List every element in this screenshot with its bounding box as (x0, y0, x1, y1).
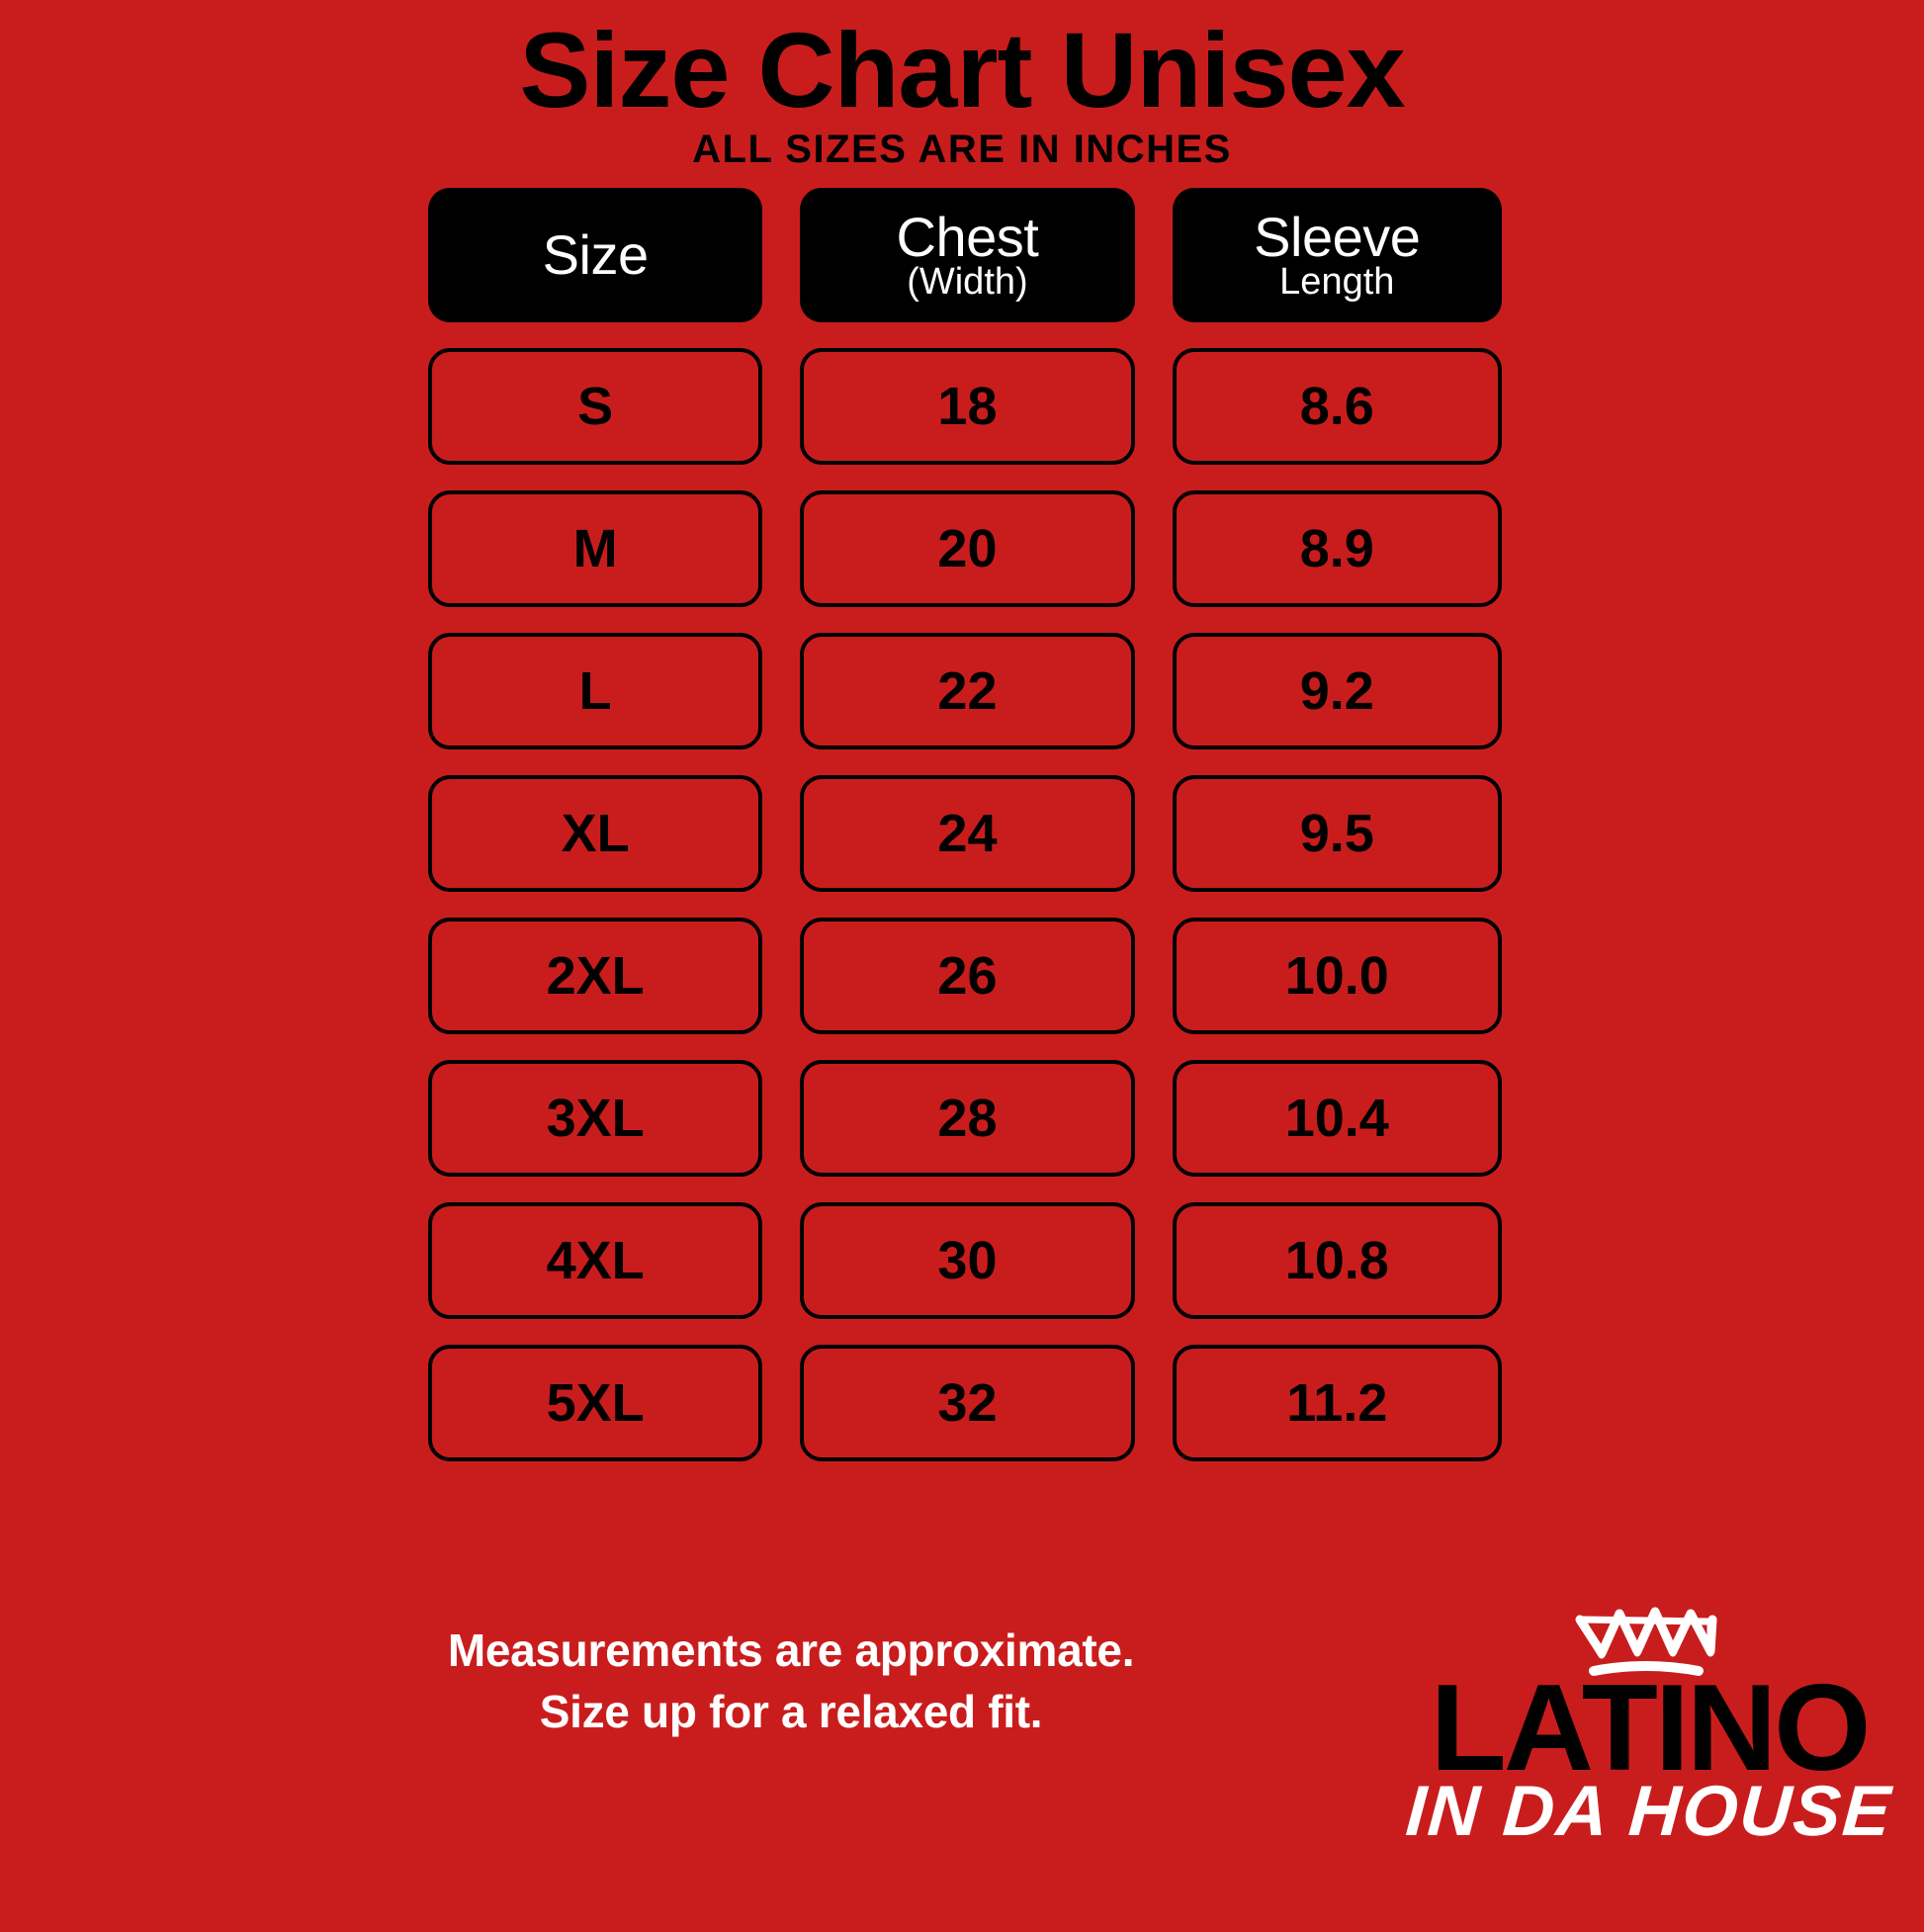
cell-size: 3XL (428, 1060, 763, 1177)
cell-size: XL (428, 775, 763, 892)
table-row: 5XL 32 11.2 (428, 1345, 1502, 1461)
cell-chest: 26 (800, 918, 1135, 1034)
column-header-sleeve-label: Sleeve (1254, 205, 1421, 268)
cell-size: M (428, 490, 763, 607)
logo-brand-text: LATINO (1430, 1660, 1872, 1797)
cell-chest: 28 (800, 1060, 1135, 1177)
brand-logo: LATINO IN DA HOUSE (1392, 1606, 1906, 1922)
cell-sleeve: 8.6 (1172, 348, 1502, 465)
cell-sleeve: 10.4 (1172, 1060, 1502, 1177)
page-subtitle: ALL SIZES ARE IN INCHES (692, 128, 1232, 172)
cell-size: S (428, 348, 763, 465)
logo-tagline-text: IN DA HOUSE (1403, 1772, 1895, 1851)
column-header-sleeve-sublabel: Length (1279, 260, 1395, 303)
column-header-sleeve: Sleeve Length (1172, 188, 1502, 322)
table-row: S 18 8.6 (428, 348, 1502, 465)
size-table: Size Chest (Width) Sleeve Length S 18 8.… (428, 188, 1502, 1461)
table-row: M 20 8.9 (428, 490, 1502, 607)
cell-sleeve: 9.5 (1172, 775, 1502, 892)
table-row: XL 24 9.5 (428, 775, 1502, 892)
table-row: 4XL 30 10.8 (428, 1202, 1502, 1319)
column-header-chest-sublabel: (Width) (907, 260, 1028, 303)
cell-chest: 22 (800, 633, 1135, 749)
table-header-row: Size Chest (Width) Sleeve Length (428, 188, 1502, 322)
cell-chest: 32 (800, 1345, 1135, 1461)
cell-chest: 30 (800, 1202, 1135, 1319)
cell-sleeve: 9.2 (1172, 633, 1502, 749)
table-row: 2XL 26 10.0 (428, 918, 1502, 1034)
cell-size: 4XL (428, 1202, 763, 1319)
cell-size: 5XL (428, 1345, 763, 1461)
column-header-size-label: Size (542, 223, 649, 287)
cell-sleeve: 10.8 (1172, 1202, 1502, 1319)
cell-chest: 24 (800, 775, 1135, 892)
cell-sleeve: 10.0 (1172, 918, 1502, 1034)
crown-icon (1575, 1607, 1717, 1676)
cell-chest: 20 (800, 490, 1135, 607)
column-header-chest: Chest (Width) (800, 188, 1135, 322)
cell-size: L (428, 633, 763, 749)
column-header-chest-label: Chest (896, 205, 1039, 268)
title-block: Size Chart Unisex ALL SIZES ARE IN INCHE… (0, 10, 1924, 172)
table-row: L 22 9.2 (428, 633, 1502, 749)
footer-note-line-1: Measurements are approximate. (447, 1625, 1135, 1676)
page-title: Size Chart Unisex (519, 10, 1405, 130)
column-header-size: Size (428, 188, 763, 322)
footer-note-line-2: Size up for a relaxed fit. (539, 1686, 1043, 1738)
cell-chest: 18 (800, 348, 1135, 465)
cell-sleeve: 8.9 (1172, 490, 1502, 607)
cell-size: 2XL (428, 918, 763, 1034)
footer-note: Measurements are approximate. Size up fo… (0, 1620, 1582, 1742)
cell-sleeve: 11.2 (1172, 1345, 1502, 1461)
table-row: 3XL 28 10.4 (428, 1060, 1502, 1177)
